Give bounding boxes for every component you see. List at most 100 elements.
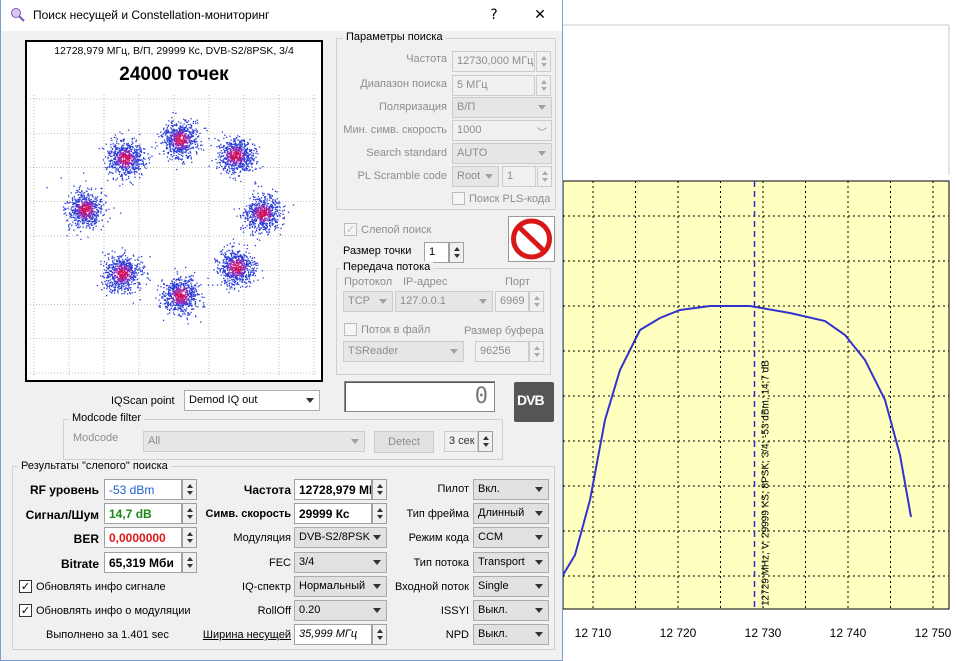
code-mode-label: Режим кода [408,532,469,544]
chevron-down-icon [373,535,381,540]
modulation-value: DVB-S2/8PSK [299,531,370,543]
buffer-size-input[interactable]: 96256 [475,341,529,362]
rolloff-value: 0.20 [299,604,321,616]
help-button[interactable]: ? [490,7,498,23]
polarization-label: Поляризация [379,101,447,113]
stream-reader-select[interactable]: TSReader [343,341,464,362]
chevron-down-icon [373,584,381,589]
polarization-value: В/П [457,101,476,113]
frame-type-label: Тип фрейма [406,508,469,520]
carrier-bandwidth-spinner[interactable] [372,624,387,645]
frequency-spinner[interactable] [536,51,551,72]
pl-scramble-type-value: Root [457,170,481,182]
carrier-bandwidth-field: 35,999 МГц [294,624,372,645]
polarization-select[interactable]: В/П [452,97,552,118]
constellation-cluster [233,181,295,241]
rf-level-spinner[interactable] [182,479,197,500]
result-frequency-spinner[interactable] [372,479,387,500]
chevron-down-icon [535,487,543,492]
iqscan-point-value: Demod IQ out [189,394,258,406]
carrier-bandwidth-link[interactable]: Ширина несущей [202,629,291,641]
npd-value: Выкл. [478,628,508,640]
frame-type-select[interactable]: Длинный [473,503,549,524]
chevron-down-icon [535,560,543,565]
input-stream-label: Входной поток [395,581,469,593]
result-frequency-label: Частота [243,483,291,497]
update-signal-checkbox[interactable]: ✓ [19,580,32,593]
pilot-select[interactable]: Вкл. [473,479,549,500]
constellation-cluster [46,172,122,241]
ip-address-select[interactable]: 127.0.0.1 [395,291,493,312]
fec-value: 3/4 [299,556,315,568]
stop-button[interactable] [508,216,555,262]
issyi-select[interactable]: Выкл. [473,600,549,621]
point-size-spinner[interactable] [449,242,464,263]
detect-button[interactable]: Detect [374,431,434,453]
point-size-input[interactable]: 1 [424,242,449,263]
port-label: Порт [505,276,530,288]
iq-spectrum-select[interactable]: Нормальный [294,576,387,597]
frequency-input[interactable]: 12730,000 МГц [452,51,535,72]
npd-select[interactable]: Выкл. [473,624,549,645]
constellation-cluster [151,112,208,171]
chevron-down-icon [535,608,543,613]
iq-counter-display: 0 [344,381,495,412]
ber-spinner[interactable] [182,527,197,548]
rolloff-select[interactable]: 0.20 [294,600,387,621]
detect-timer-spinner[interactable] [478,431,493,452]
blind-search-results-group [12,466,555,650]
search-range-label: Диапазон поиска [360,78,447,90]
code-mode-select[interactable]: CCM [473,527,549,548]
iqscan-point-select[interactable]: Demod IQ out [184,390,320,411]
blind-search-checkbox[interactable]: ✓ [344,223,357,236]
port-input[interactable]: 6969 [495,291,529,312]
dvb-logo-text: DVB [517,392,545,408]
bitrate-label: Bitrate [60,557,99,571]
rf-level-label: RF уровень [29,483,99,497]
modulation-select[interactable]: DVB-S2/8PSK [294,527,387,548]
stream-type-select[interactable]: Transport [473,552,549,573]
pl-scramble-code-input[interactable]: 1 [502,166,536,187]
satellite-dish-icon [11,8,25,22]
spectrum-trace [562,305,912,576]
search-range-input[interactable]: 5 МГц [452,75,535,96]
search-range-spinner[interactable] [536,75,551,96]
detect-timer-input[interactable]: 3 сек [444,431,478,452]
chevron-down-icon [351,439,359,444]
modcode-select[interactable]: All [143,431,365,452]
modcode-filter-title: Modcode filter [69,412,145,424]
constellation-cluster [96,247,151,304]
rolloff-label: RollOff [257,605,291,617]
ip-address-value: 127.0.0.1 [400,295,446,307]
stream-transfer-group [336,268,551,375]
carrier-marker-label: 12729 MHz, V, 29999 KS, 8PSK, 3/4, -53 d… [761,360,772,606]
protocol-select[interactable]: TCP [343,291,393,312]
input-stream-select[interactable]: Single [473,576,549,597]
search-params-title: Параметры поиска [343,31,446,43]
fec-label: FEC [269,557,291,569]
bitrate-field: 65,319 Мби [104,552,182,573]
pilot-label: Пилот [437,483,469,495]
constellation-header: 12728,979 МГц, В/П, 29999 Кс, DVB-S2/8PS… [54,45,294,57]
modcode-filter-group [63,419,503,460]
search-standard-select[interactable]: AUTO [452,143,552,164]
fec-select[interactable]: 3/4 [294,552,387,573]
bitrate-spinner[interactable] [182,552,197,573]
snr-spinner[interactable] [182,503,197,524]
pl-scramble-type-select[interactable]: Root [452,166,499,187]
modcode-value: All [148,435,161,447]
result-symbol-rate-spinner[interactable] [372,503,387,524]
chevron-down-icon [373,608,381,613]
constellation-point-count: 24000 точек [119,64,229,85]
pls-search-checkbox[interactable] [452,192,465,205]
stream-to-file-checkbox[interactable] [344,323,357,336]
buffer-size-spinner[interactable] [529,341,544,362]
close-button[interactable]: ✕ [534,7,546,23]
pl-scramble-spinner[interactable] [537,166,552,187]
blind-search-results-title: Результаты "слепого" поиска [18,460,171,472]
update-modulation-checkbox[interactable]: ✓ [19,604,32,617]
port-spinner[interactable] [529,291,544,312]
modulation-label: Модуляция [233,532,291,544]
min-symbol-rate-input[interactable]: 1000 ﹀ [452,120,552,141]
